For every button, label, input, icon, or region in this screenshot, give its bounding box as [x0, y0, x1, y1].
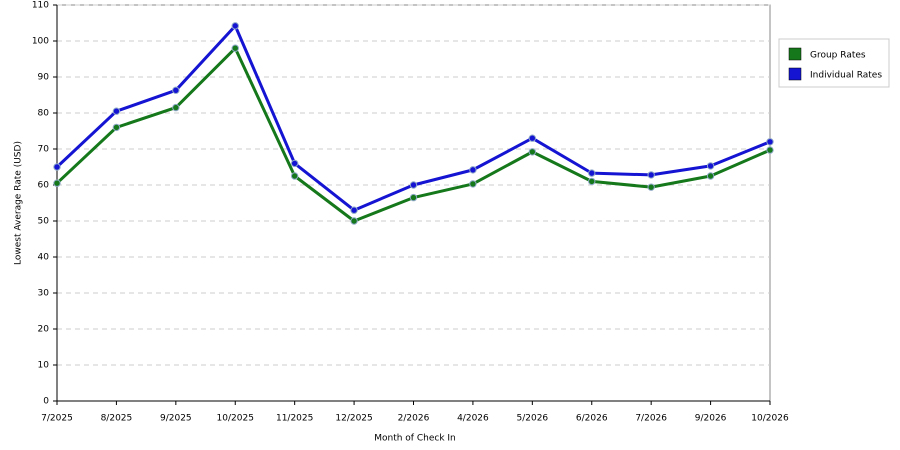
- data-point: [172, 86, 180, 95]
- data-point: [706, 172, 715, 180]
- legend-swatch: [788, 67, 802, 81]
- x-tick-label: 9/2025: [160, 414, 192, 424]
- data-point: [469, 180, 477, 188]
- y-tick-label: 0: [43, 397, 49, 407]
- plot-area: [56, 4, 771, 402]
- legend-label: Individual Rates: [810, 71, 882, 81]
- y-tick-label: 70: [38, 145, 50, 155]
- data-point: [350, 206, 358, 214]
- legend-swatch: [788, 47, 802, 61]
- y-tick-label: 30: [38, 289, 50, 299]
- data-point: [469, 166, 477, 174]
- y-tick-label: 60: [38, 181, 50, 191]
- y-tick-label: 20: [38, 325, 50, 335]
- data-point: [528, 134, 537, 142]
- data-point: [53, 179, 61, 187]
- data-point: [588, 169, 596, 177]
- x-tick-label: 7/2025: [41, 414, 73, 424]
- data-point: [409, 181, 418, 189]
- data-point: [290, 159, 299, 168]
- x-tick-label: 4/2026: [457, 414, 489, 424]
- data-point: [350, 217, 358, 225]
- data-point: [231, 44, 239, 52]
- x-tick-label: 9/2026: [695, 414, 727, 424]
- data-point: [766, 138, 774, 146]
- data-point: [706, 162, 715, 170]
- data-point: [172, 103, 180, 112]
- x-tick-label: 2/2026: [398, 414, 430, 424]
- data-point: [647, 171, 655, 179]
- x-tick-label: 8/2025: [101, 414, 133, 424]
- x-axis-title: Month of Check In: [374, 434, 456, 444]
- y-tick-label: 100: [32, 37, 49, 47]
- x-tick-label: 10/2025: [217, 414, 254, 424]
- y-axis-title: Lowest Average Rate (USD): [14, 141, 24, 265]
- data-point: [112, 123, 121, 132]
- y-tick-label: 110: [32, 1, 49, 11]
- legend-label: Group Rates: [810, 51, 866, 61]
- data-point: [409, 193, 418, 202]
- x-tick-label: 5/2026: [516, 414, 548, 424]
- data-point: [766, 146, 774, 154]
- x-tick-label: 7/2026: [635, 414, 667, 424]
- y-tick-label: 50: [38, 217, 50, 227]
- y-tick-label: 80: [38, 109, 50, 119]
- x-tick-label: 10/2026: [751, 414, 789, 424]
- y-tick-label: 10: [38, 361, 50, 371]
- data-point: [588, 177, 596, 186]
- data-point: [112, 107, 121, 115]
- data-point: [528, 148, 537, 156]
- data-point: [231, 22, 239, 30]
- x-tick-label: 6/2026: [576, 414, 608, 424]
- y-tick-label: 90: [38, 73, 50, 83]
- x-tick-label: 11/2025: [276, 414, 313, 424]
- data-point: [53, 163, 61, 171]
- y-tick-label: 40: [38, 253, 50, 263]
- x-tick-label: 12/2025: [335, 414, 372, 424]
- data-point: [647, 183, 655, 191]
- data-point: [290, 172, 299, 180]
